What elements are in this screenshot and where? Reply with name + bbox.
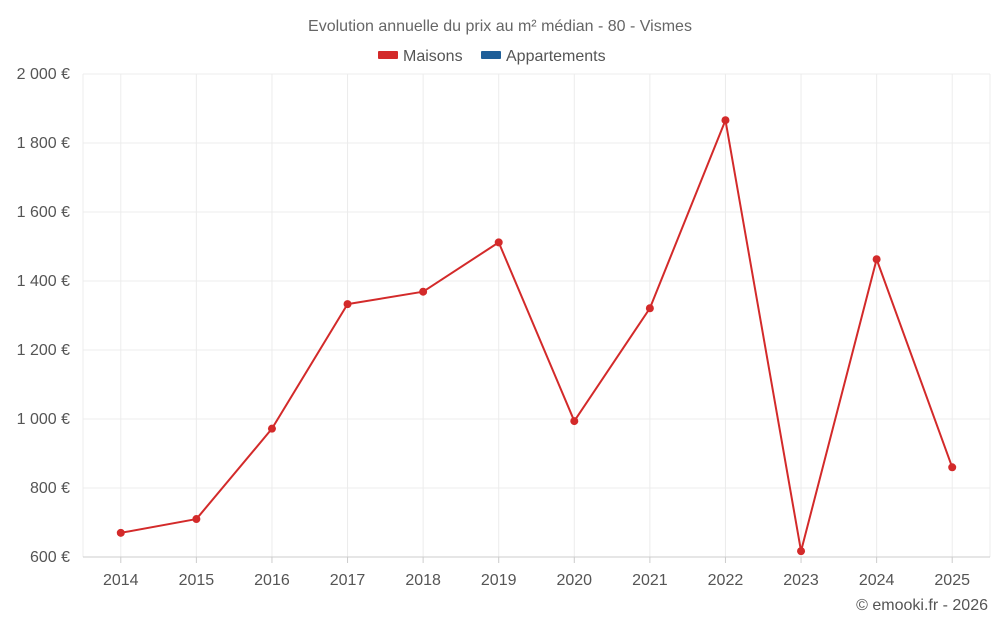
data-point-maisons-2015[interactable] [192,515,201,524]
legend: Maisons Appartements [378,48,606,65]
data-point-maisons-2025[interactable] [948,463,957,472]
series-layer [116,116,957,556]
legend-label-maisons: Maisons [403,48,463,65]
y-tick-label: 1 600 € [17,204,70,221]
x-tick-label: 2014 [103,572,139,589]
grid [82,73,991,558]
x-tick-label: 2021 [632,572,668,589]
legend-swatch-appartements [481,51,501,59]
chart-title: Evolution annuelle du prix au m² médian … [308,18,692,35]
x-tick-label: 2023 [783,572,819,589]
x-tick-label: 2022 [708,572,744,589]
x-tick-label: 2024 [859,572,895,589]
x-tick-label: 2020 [556,572,592,589]
data-point-maisons-2019[interactable] [494,238,503,247]
x-tick-label: 2016 [254,572,290,589]
data-point-maisons-2023[interactable] [797,547,806,556]
data-point-maisons-2022[interactable] [721,116,730,125]
y-tick-label: 600 € [30,549,70,566]
legend-swatch-maisons [378,51,398,59]
x-tick-label: 2017 [330,572,366,589]
y-tick-label: 1 000 € [17,411,70,428]
x-tick-label: 2018 [405,572,441,589]
y-axis: 600 € 800 € 1 000 € 1 200 € 1 400 € 1 600 € 1 … [17,66,70,566]
data-point-maisons-2016[interactable] [267,424,276,433]
data-point-maisons-2018[interactable] [419,287,428,296]
legend-item-appartements[interactable]: Appartements [481,48,606,65]
credit-text: © emooki.fr - 2026 [856,597,988,614]
data-point-maisons-2017[interactable] [343,300,352,309]
y-tick-label: 800 € [30,480,70,497]
y-tick-label: 1 200 € [17,342,70,359]
series-line-maisons [120,119,954,553]
data-point-maisons-2021[interactable] [645,304,654,313]
y-tick-label: 2 000 € [17,66,70,83]
x-tick-label: 2015 [179,572,215,589]
x-tick-label: 2019 [481,572,517,589]
legend-label-appartements: Appartements [506,48,606,65]
y-tick-label: 1 400 € [17,273,70,290]
legend-item-maisons[interactable]: Maisons [378,48,463,65]
data-point-maisons-2014[interactable] [116,528,125,537]
y-tick-label: 1 800 € [17,135,70,152]
x-tick-label: 2025 [934,572,970,589]
x-axis: 2014 2015 2016 2017 2018 2019 2020 2021 2022 2023… [83,556,990,589]
data-point-maisons-2020[interactable] [570,417,579,426]
data-point-maisons-2024[interactable] [872,255,881,264]
